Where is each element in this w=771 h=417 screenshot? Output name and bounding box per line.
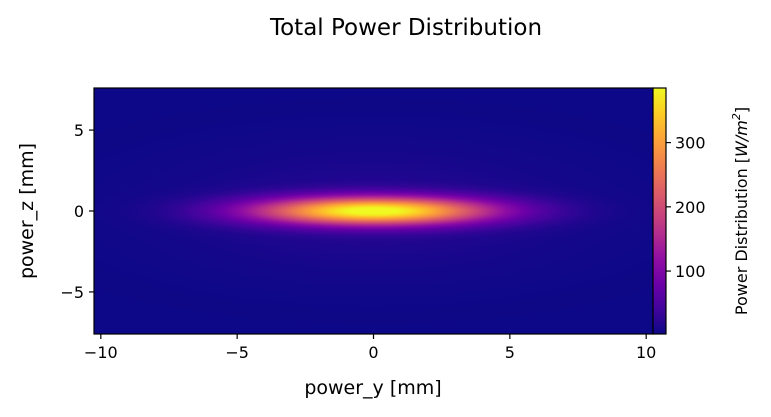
y-tick-label: 5 xyxy=(74,121,84,140)
colorbar-tick-label: 200 xyxy=(675,198,706,217)
x-axis: −10 −5 0 5 10 xyxy=(84,334,656,362)
x-tick-label: 5 xyxy=(505,343,515,362)
colorbar-label: Power Distribution [W/m2] xyxy=(730,107,751,315)
x-tick-label: 10 xyxy=(636,343,656,362)
y-tick-label: 0 xyxy=(74,202,84,221)
x-tick-label: −10 xyxy=(84,343,118,362)
x-tick-label: 0 xyxy=(368,343,378,362)
heatmap-image xyxy=(94,88,653,334)
y-axis-label: power_z [mm] xyxy=(16,143,38,279)
x-tick-label: −5 xyxy=(225,343,249,362)
y-tick-label: −5 xyxy=(60,283,84,302)
colorbar-ticks: 100 200 300 xyxy=(666,134,706,281)
colorbar-gradient xyxy=(652,87,667,335)
colorbar: 100 200 300 Power Distribution [W/m2] xyxy=(652,87,751,335)
y-axis: −5 0 5 xyxy=(60,121,94,302)
colorbar-tick-label: 300 xyxy=(675,134,706,153)
chart-title: Total Power Distribution xyxy=(269,15,542,41)
colorbar-tick-label: 100 xyxy=(675,262,706,281)
heatmap-plot-area xyxy=(93,87,654,335)
x-axis-label: power_y [mm] xyxy=(304,377,441,399)
